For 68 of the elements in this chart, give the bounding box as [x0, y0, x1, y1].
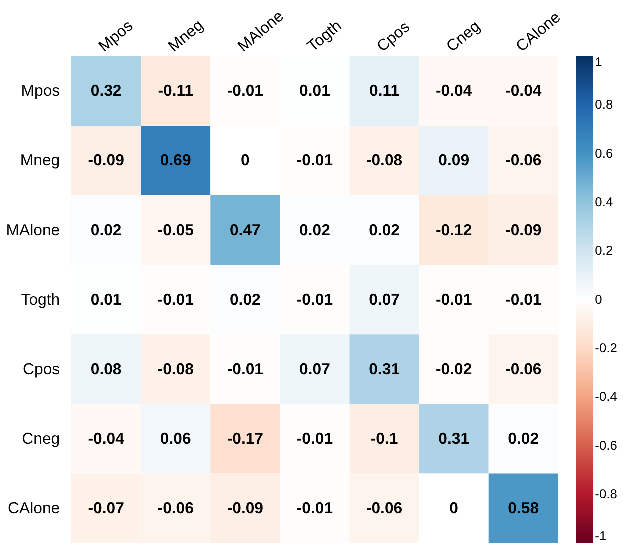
data-label: -0.01 — [296, 430, 334, 448]
data-label: 0.06 — [160, 430, 192, 448]
color-bar-label: -0.8 — [595, 486, 618, 502]
data-label: -0.06 — [158, 500, 194, 518]
data-label: 0.47 — [230, 222, 262, 240]
data-label: -0.05 — [158, 222, 194, 240]
y-tick-label: Mneg — [20, 152, 60, 170]
x-tick-label: Cpos — [374, 18, 414, 56]
data-label: -0.11 — [158, 83, 194, 100]
data-label: -0.01 — [227, 361, 264, 378]
y-tick-label: CAlone — [8, 500, 60, 518]
data-label: -0.01 — [158, 292, 194, 309]
y-tick-label: Togth — [21, 292, 60, 309]
data-label: -0.1 — [370, 430, 398, 448]
data-label: 0.09 — [438, 152, 470, 170]
data-label: -0.04 — [506, 83, 542, 100]
data-label: 0.07 — [369, 292, 400, 309]
data-label: -0.17 — [227, 430, 264, 448]
data-label: -0.01 — [296, 292, 334, 309]
data-label: -0.08 — [158, 361, 194, 378]
y-tick-label: Mpos — [21, 83, 60, 100]
data-label: -0.04 — [88, 430, 125, 448]
y-tick-label: MAlone — [6, 222, 60, 240]
color-bar-label: -0.4 — [595, 389, 618, 404]
data-label: -0.02 — [436, 361, 472, 378]
data-label: 0.02 — [230, 292, 262, 309]
data-label: 0.01 — [300, 83, 331, 100]
y-tick-label: Cpos — [23, 361, 60, 378]
data-label: -0.12 — [436, 222, 472, 240]
data-label: -0.07 — [88, 500, 125, 518]
data-label: 0.01 — [90, 292, 122, 309]
data-label: -0.06 — [366, 500, 403, 518]
data-label: -0.09 — [227, 500, 264, 518]
data-label: 0.32 — [90, 83, 122, 100]
color-bar-label: -0.2 — [595, 340, 618, 356]
color-bar-label: -1 — [595, 528, 607, 544]
data-label: 0 — [450, 500, 459, 518]
data-label: -0.01 — [506, 292, 542, 309]
data-label: 0.02 — [90, 222, 122, 240]
data-label: 0 — [241, 152, 250, 170]
data-label: 0.02 — [508, 430, 540, 448]
color-bar-label: 1 — [595, 54, 602, 70]
color-bar-label: -0.6 — [595, 438, 618, 453]
data-label: 0.07 — [300, 361, 331, 378]
color-bar-label: 0.8 — [595, 97, 614, 112]
data-label: -0.06 — [506, 152, 542, 170]
y-tick-label: Cneg — [22, 430, 60, 448]
color-bar-label: 0.6 — [595, 146, 614, 161]
data-label: 0.08 — [90, 361, 122, 378]
color-bar-label: 0.2 — [595, 243, 614, 258]
data-label: -0.01 — [296, 500, 334, 518]
data-label: -0.06 — [506, 361, 542, 378]
data-label: 0.11 — [370, 83, 400, 100]
data-label: 0.02 — [369, 222, 400, 240]
color-bar-label: 0.4 — [595, 194, 614, 210]
data-label: 0.02 — [300, 222, 331, 240]
data-label: -0.09 — [506, 222, 542, 240]
data-label: 0.31 — [369, 361, 400, 378]
data-label: 0.31 — [438, 430, 470, 448]
data-label: 0.58 — [508, 500, 540, 518]
data-label: -0.01 — [296, 152, 334, 170]
data-label: 0.69 — [160, 152, 192, 170]
color-bar-label: 0 — [595, 292, 602, 307]
data-label: -0.09 — [88, 152, 125, 170]
data-label: -0.04 — [436, 83, 472, 100]
data-label: -0.08 — [366, 152, 403, 170]
data-label: -0.01 — [227, 83, 264, 100]
data-label: -0.01 — [436, 292, 472, 309]
